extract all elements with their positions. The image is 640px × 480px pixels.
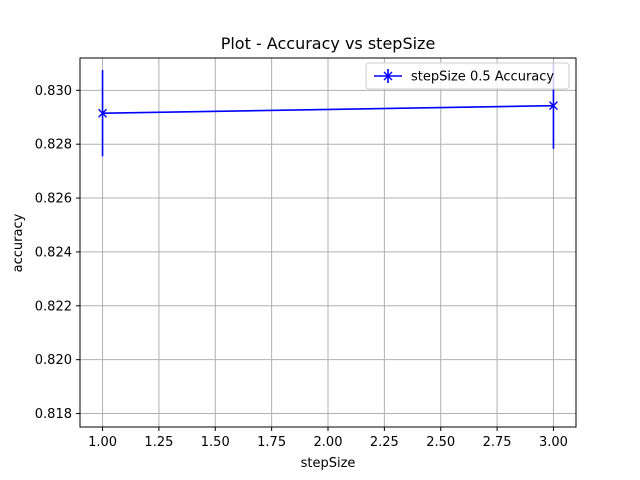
chart-title: Plot - Accuracy vs stepSize — [221, 34, 436, 53]
x-tick-label: 2.50 — [426, 435, 455, 450]
legend-label: stepSize 0.5 Accuracy — [411, 70, 554, 85]
legend-box — [365, 62, 570, 90]
x-axis-label: stepSize — [301, 456, 356, 471]
series-line — [102, 104, 554, 115]
y-tick-label: 0.818 — [35, 407, 72, 422]
y-axis-label: accuracy — [11, 213, 26, 272]
legend-marker — [383, 71, 393, 81]
x-tick-label: 1.75 — [257, 435, 286, 450]
y-tick-label: 0.822 — [35, 299, 72, 314]
x-tick-label: 2.25 — [370, 435, 399, 450]
ticks: 1.00 1.25 1.50 1.75 2.00 2.25 2.50 2.75 3.00 0.81… — [35, 84, 568, 450]
x-tick-label: 3.00 — [539, 435, 568, 450]
x-tick-label: 1.50 — [201, 435, 230, 450]
y-tick-label: 0.820 — [35, 353, 72, 368]
data-point-marker — [98, 108, 108, 118]
y-tick-label: 0.830 — [35, 84, 72, 99]
y-tick-label: 0.828 — [35, 138, 72, 153]
data-point-marker — [548, 101, 558, 111]
x-tick-label: 2.75 — [483, 435, 512, 450]
x-tick-label: 1.25 — [144, 435, 173, 450]
legend: stepSize 0.5 Accuracy — [365, 62, 570, 90]
x-tick-label: 2.00 — [314, 435, 343, 450]
y-tick-label: 0.824 — [35, 245, 72, 260]
x-tick-label: 1.00 — [88, 435, 117, 450]
y-tick-label: 0.826 — [35, 192, 72, 207]
